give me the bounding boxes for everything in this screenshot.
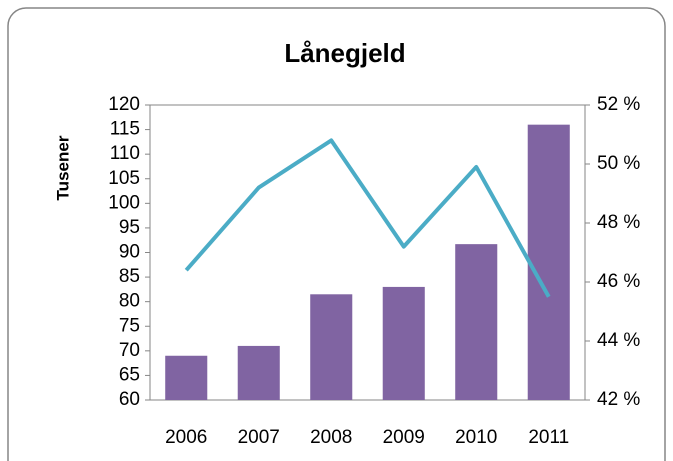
y2-tick-label: 46 % — [597, 271, 640, 292]
bar — [310, 294, 353, 400]
chart-title: Lånegjeld — [284, 38, 405, 68]
bar — [237, 345, 280, 400]
y2-tick-label: 48 % — [597, 212, 640, 233]
y2-tick-label: 44 % — [597, 330, 640, 351]
y-tick-label: 100 — [108, 192, 140, 213]
y-tick-label: 75 — [119, 315, 140, 336]
y2-tick-label: 52 % — [597, 94, 640, 115]
y-tick-label: 120 — [108, 94, 140, 115]
y-tick-label: 60 — [119, 389, 140, 410]
x-tick-label: 2007 — [238, 427, 280, 448]
x-tick-label: 2006 — [165, 427, 207, 448]
y-tick-label: 70 — [119, 340, 140, 361]
bar — [455, 244, 498, 400]
chart-frame — [7, 7, 666, 461]
bar — [165, 355, 208, 400]
x-tick-label: 2009 — [383, 427, 425, 448]
y-tick-label: 105 — [108, 168, 140, 189]
y-tick-label: 85 — [119, 266, 140, 287]
x-tick-label: 2008 — [310, 427, 352, 448]
y-tick-label: 110 — [110, 143, 140, 164]
x-tick-label: 2011 — [528, 427, 569, 448]
y-tick-label: 115 — [110, 119, 140, 140]
y-tick-label: 95 — [119, 217, 140, 238]
y-tick-label: 80 — [119, 291, 140, 312]
line-series — [184, 138, 551, 298]
y-tick-label: 65 — [119, 364, 140, 385]
y-tick-label: 90 — [119, 242, 140, 263]
y2-tick-label: 50 % — [597, 153, 640, 174]
x-tick-label: 2010 — [455, 427, 497, 448]
y-axis-title: Tusener — [53, 135, 72, 200]
bar — [527, 124, 570, 401]
bar — [382, 286, 425, 400]
y2-tick-label: 42 % — [597, 389, 640, 410]
